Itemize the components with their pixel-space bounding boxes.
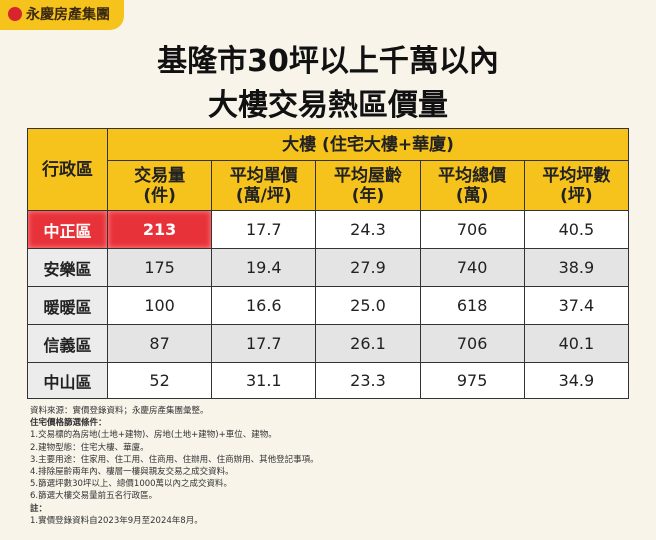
header-line: (萬/坪) — [235, 185, 292, 206]
header-cell: 平均總價 (萬) — [419, 160, 525, 211]
header-cell: 大樓 (住宅大樓+華廈) — [107, 128, 629, 161]
note-line: 1.交易標的為房地(土地+建物)、房地(土地+建物)+車位、建物。 — [30, 430, 277, 441]
value-cell: 25.0 — [315, 286, 421, 325]
value-cell: 706 — [419, 210, 525, 249]
header-line: 交易量 — [134, 165, 186, 186]
note-line: 1.實價登錄資料自2023年9月至2024年8月。 — [30, 515, 203, 526]
title: 大樓交易熱區價量 — [208, 88, 448, 123]
header-cell: 交易量 (件) — [106, 160, 213, 211]
value-cell: 17.7 — [211, 210, 317, 249]
value-cell: 31.1 — [211, 362, 317, 399]
note-line: 6.篩選大樓交易量前五名行政區。 — [30, 491, 158, 502]
value-cell: 38.9 — [523, 248, 630, 287]
district-cell: 信義區 — [27, 324, 108, 363]
value-cell: 706 — [419, 324, 525, 363]
notes: 資料來源：實價登錄資料；永慶房產集團彙整。 住宅價格篩選條件： 1.交易標的為房地(… — [30, 405, 319, 527]
title: 基隆市30坪以上千萬以內 — [157, 44, 499, 79]
value-cell: 16.6 — [211, 286, 317, 325]
header-line: (件) — [143, 185, 176, 206]
note-source: 資料來源：實價登錄資料；永慶房產集團彙整。 — [30, 406, 209, 416]
header-cell: 平均屋齡 (年) — [315, 160, 421, 211]
logo-text: 永慶房產集團 — [26, 7, 110, 23]
note-line: 5.篩選坪數30坪以上、總價1000萬以內之成交資料。 — [30, 479, 233, 490]
value-cell: 87 — [106, 324, 213, 363]
table: 行政區 大樓 (住宅大樓+華廈) 交易量 (件) 平均單價 (萬/坪) 平均屋齡 (年) 平… — [27, 128, 630, 399]
table-row: 信義區 87 17.7 26.1 706 40.1 — [27, 324, 630, 363]
table-row: 中正區 213 17.7 24.3 706 40.5 — [27, 210, 630, 249]
logo: 永慶房產集團 — [0, 0, 124, 30]
value-cell: 52 — [106, 362, 213, 399]
header-line: (年) — [351, 185, 385, 206]
district-cell: 中山區 — [27, 362, 108, 399]
logo-icon — [8, 7, 22, 21]
value-cell: 213 — [106, 210, 213, 249]
value-cell: 740 — [419, 248, 525, 287]
header-line: (萬) — [455, 185, 489, 206]
value-cell: 37.4 — [523, 286, 630, 325]
note-heading: 住宅價格篩選條件： — [30, 418, 107, 429]
value-cell: 19.4 — [211, 248, 317, 287]
value-cell: 24.3 — [315, 210, 421, 249]
header-line: 平均屋齡 — [333, 165, 402, 186]
header-line: (坪) — [560, 185, 593, 206]
header-line: 平均坪數 — [542, 165, 611, 186]
table-row: 中山區 52 31.1 23.3 975 34.9 — [27, 362, 630, 399]
header-line: 平均單價 — [229, 165, 298, 186]
value-cell: 100 — [106, 286, 213, 325]
district-cell: 中正區 — [27, 210, 108, 249]
value-cell: 17.7 — [211, 324, 317, 363]
value-cell: 23.3 — [315, 362, 421, 399]
value-cell: 26.1 — [315, 324, 421, 363]
value-cell: 175 — [106, 248, 213, 287]
value-cell: 34.9 — [523, 362, 630, 399]
note-heading: 註： — [30, 503, 48, 514]
header-line: 平均總價 — [438, 165, 507, 186]
header-cell: 行政區 — [27, 128, 108, 211]
header-cell: 平均坪數 (坪) — [523, 160, 630, 211]
district-cell: 安樂區 — [27, 248, 108, 287]
value-cell: 40.1 — [523, 324, 630, 363]
value-cell: 27.9 — [315, 248, 421, 287]
value-cell: 618 — [419, 286, 525, 325]
header-cell: 平均單價 (萬/坪) — [211, 160, 317, 211]
value-cell: 975 — [419, 362, 525, 399]
value-cell: 40.5 — [523, 210, 630, 249]
note-line: 4.排除屋齡兩年內、樓層一樓與親友交易之成交資料。 — [30, 467, 234, 478]
note-line: 2.建物型態：住宅大樓、華廈。 — [30, 442, 149, 453]
district-cell: 暖暖區 — [27, 286, 108, 325]
table-row: 暖暖區 100 16.6 25.0 618 37.4 — [27, 286, 630, 325]
note-line: 3.主要用途：住家用、住工用、住商用、住辦用、住商辦用、其他登記事項。 — [30, 454, 319, 465]
table-row: 安樂區 175 19.4 27.9 740 38.9 — [27, 248, 630, 287]
